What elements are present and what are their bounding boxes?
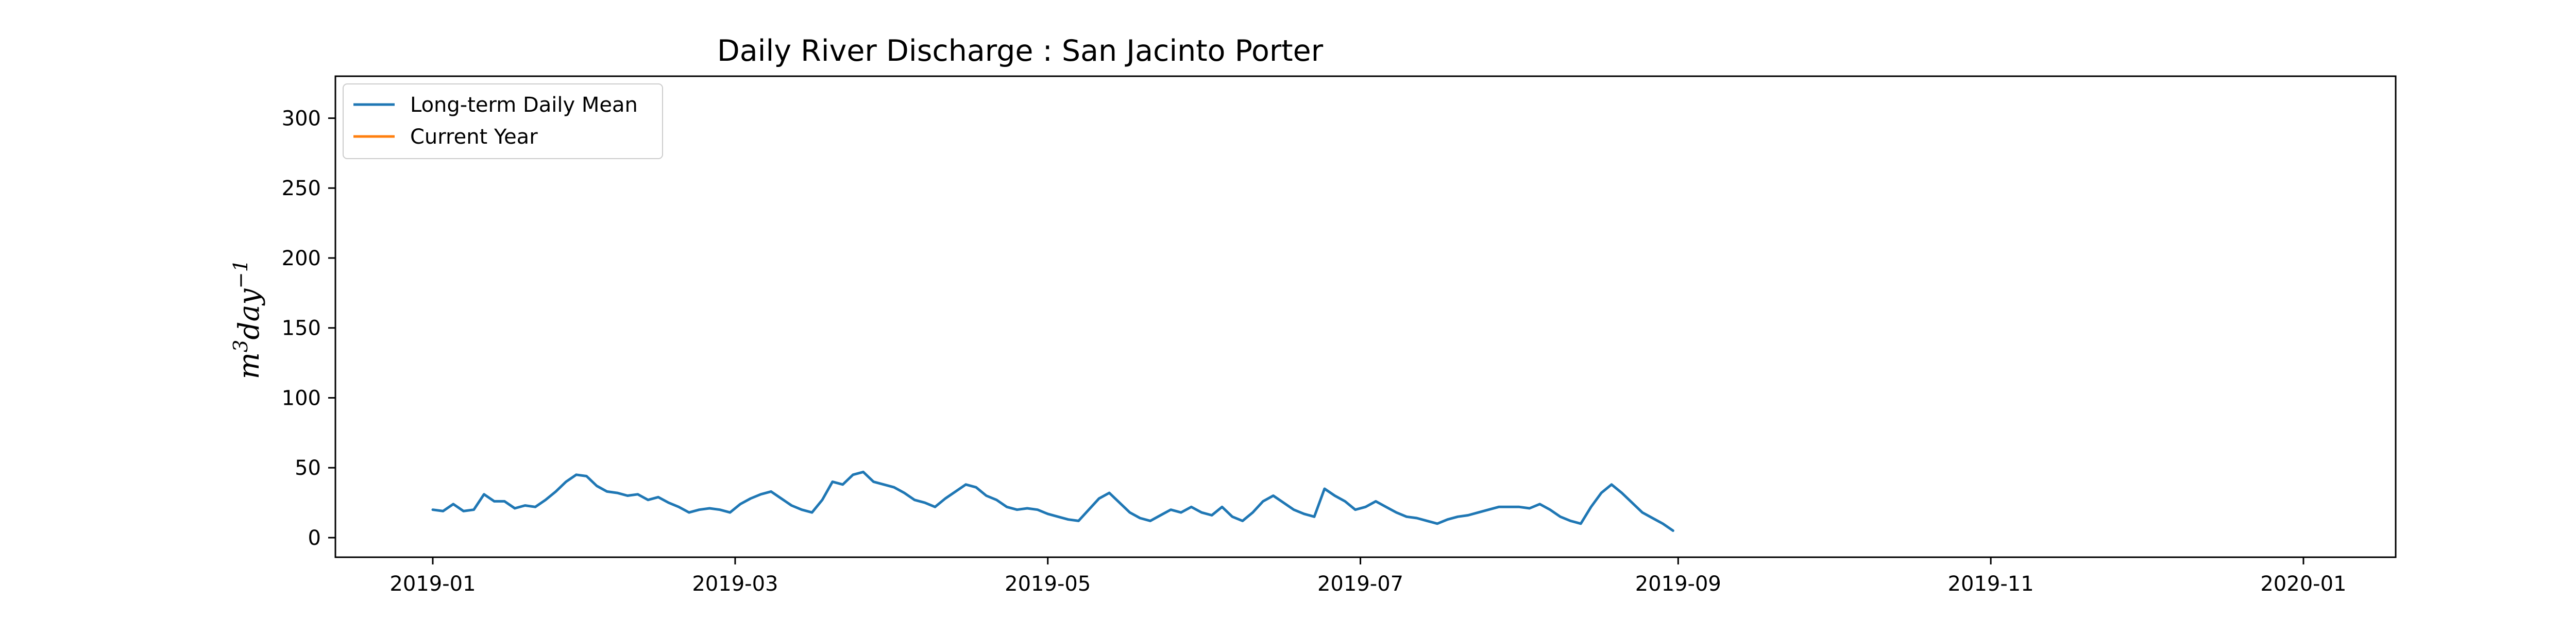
y-tick-label-6: 300 bbox=[282, 107, 321, 130]
y-tick-label-3: 150 bbox=[282, 317, 321, 340]
x-tick-label-2: 2019-05 bbox=[1005, 572, 1091, 596]
y-tick-label-2: 100 bbox=[282, 386, 321, 410]
y-tick-label-5: 250 bbox=[282, 177, 321, 200]
y-tick-label-0: 0 bbox=[308, 526, 321, 550]
axes-frame-layer bbox=[334, 75, 2397, 558]
x-tick-label-1: 2019-03 bbox=[692, 572, 778, 596]
x-tick-label-0: 2019-01 bbox=[389, 572, 476, 596]
plot-area bbox=[335, 76, 2396, 557]
x-tick-label-4: 2019-09 bbox=[1635, 572, 1721, 596]
chart-title: Daily River Discharge : San Jacinto Port… bbox=[717, 34, 1324, 68]
series-line-0 bbox=[431, 470, 1674, 532]
x-tick-label-5: 2019-11 bbox=[1948, 572, 2034, 596]
x-tick-label-3: 2019-07 bbox=[1317, 572, 1403, 596]
tick-layer: 2019-01 2019-03 2019-05 2019-07 2019-09 2019-… bbox=[282, 107, 2347, 596]
legend-label-1: Current Year bbox=[410, 125, 538, 149]
legend-label-0: Long-term Daily Mean bbox=[410, 93, 638, 117]
axes-frame bbox=[334, 75, 2397, 558]
legend: Long-term Daily Mean Current Year bbox=[343, 83, 663, 159]
axes-area bbox=[335, 76, 2396, 557]
y-tick-label-1: 50 bbox=[295, 456, 321, 480]
x-tick-label-6: 2020-01 bbox=[2260, 572, 2346, 596]
y-tick-label-4: 200 bbox=[282, 247, 321, 270]
legend-box bbox=[343, 83, 663, 159]
series-layer bbox=[431, 470, 1674, 532]
